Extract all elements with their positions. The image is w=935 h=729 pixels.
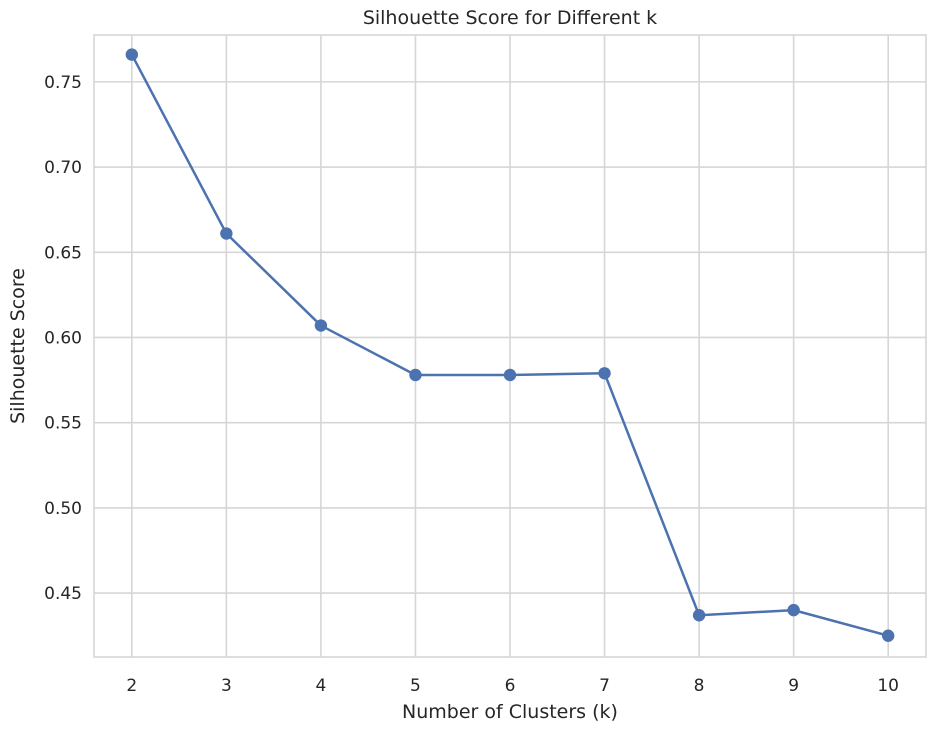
data-point [125,48,139,61]
x-tick-label: 9 [788,676,799,696]
x-tick-label: 3 [221,676,232,696]
x-tick-label: 2 [126,676,137,696]
x-tick-label: 7 [599,676,610,696]
y-tick-label: 0.75 [44,73,82,93]
y-axis-label: Silhouette Score [7,268,29,424]
y-tick-label: 0.50 [44,499,82,519]
data-point [881,629,895,642]
tick-labels: 2 3 4 5 6 7 8 9 10 0.45 0.50 0.55 0.60 0.65 0.70 0.75 [44,73,899,696]
data-point [314,319,328,332]
y-tick-label: 0.60 [44,328,82,348]
grid [94,35,926,657]
y-tick-label: 0.55 [44,414,82,434]
data-point [787,603,800,617]
series-layer [125,48,895,642]
data-point [598,367,611,380]
x-tick-label: 4 [315,676,326,696]
x-tick-label: 6 [505,676,516,696]
chart-title: Silhouette Score for Different k [363,7,657,29]
x-tick-label: 8 [694,676,705,696]
data-point [409,368,422,382]
data-point [220,227,233,240]
y-tick-label: 0.65 [44,243,82,263]
x-tick-label: 10 [877,676,899,696]
data-point [503,368,517,382]
y-tick-label: 0.45 [44,584,82,604]
data-point [692,609,706,622]
x-axis-label: Number of Clusters (k) [402,701,618,723]
x-tick-label: 5 [410,676,421,696]
y-tick-label: 0.70 [44,158,82,178]
